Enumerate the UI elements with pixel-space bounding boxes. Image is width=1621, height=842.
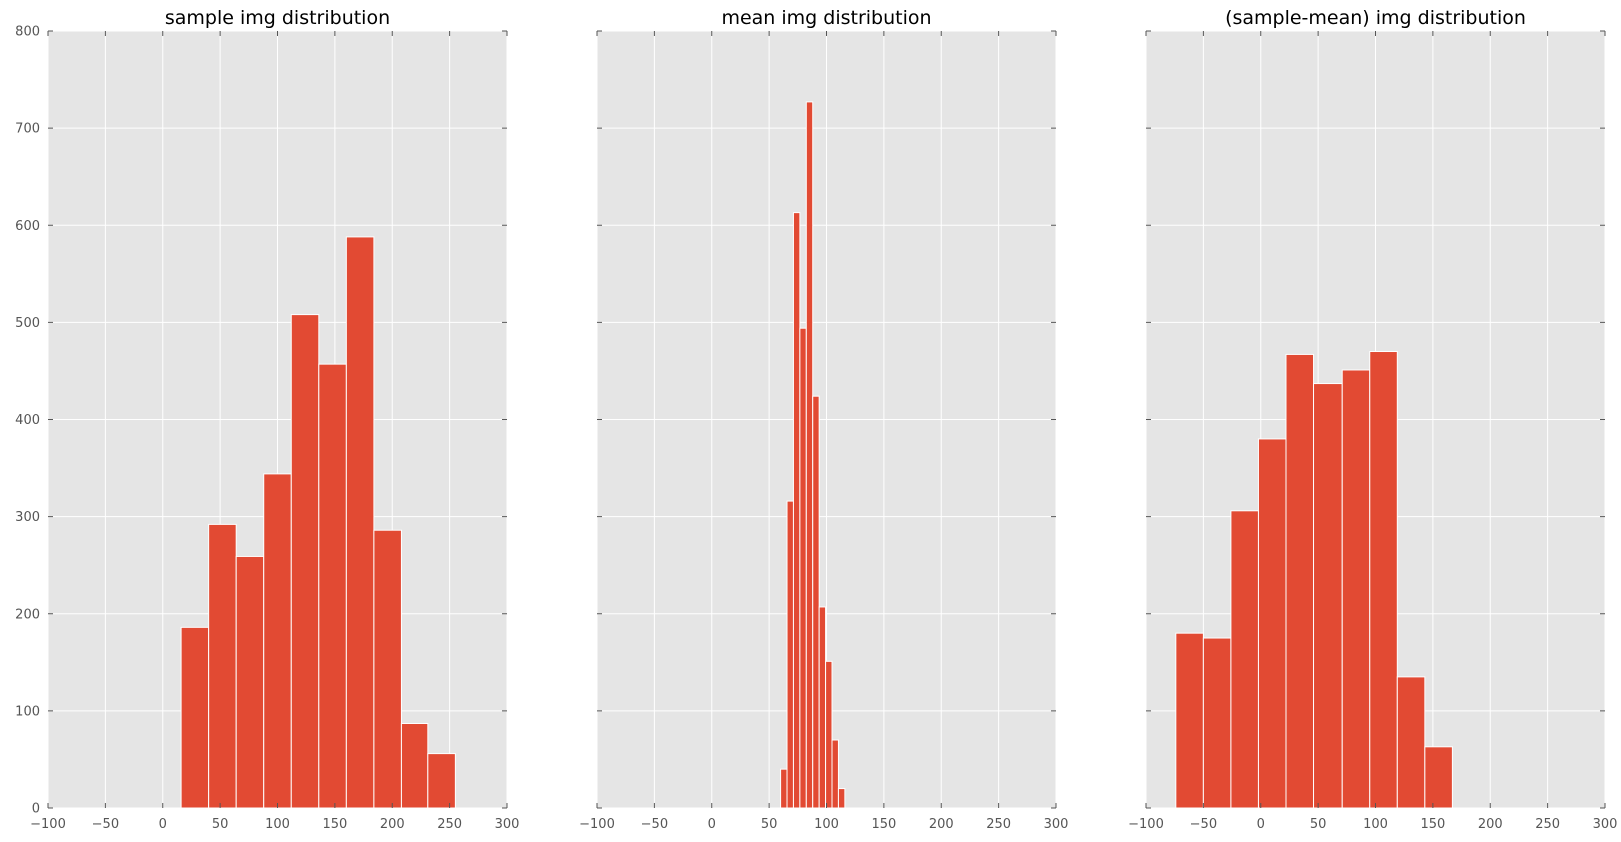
histogram-bar	[208, 523, 237, 809]
x-tick-label: 200	[380, 817, 405, 832]
histogram-bar	[1396, 676, 1426, 809]
histogram-bar	[400, 723, 429, 809]
histogram-bar	[290, 314, 320, 809]
x-tick-label: 50	[212, 817, 229, 832]
histogram-bar	[825, 660, 833, 809]
chart-panel-3: −100 −50 0 50 100 150 200 250 300 (sample-mean) i…	[1128, 7, 1617, 832]
y-tick-label: 400	[15, 413, 40, 428]
histogram-bar	[786, 500, 794, 809]
x-tick-label: 100	[1363, 817, 1388, 832]
y-tick-label: 500	[15, 316, 40, 331]
histogram-bar	[1257, 438, 1287, 809]
histogram-bar	[1230, 510, 1259, 809]
histogram-bar	[780, 768, 788, 809]
histogram-bar	[1424, 746, 1453, 809]
x-tick-label: −50	[641, 817, 668, 832]
x-tick-label: 50	[761, 817, 778, 832]
histogram-bar	[1341, 369, 1371, 809]
histogram-bar	[345, 236, 375, 809]
chart-title: sample img distribution	[165, 7, 390, 29]
y-tick-label: 600	[15, 219, 40, 234]
x-tick-label: 300	[495, 817, 520, 832]
chart-title: (sample-mean) img distribution	[1225, 7, 1526, 29]
histogram-bar	[792, 212, 801, 809]
histogram-bar	[818, 606, 827, 809]
x-tick-label: 300	[1593, 817, 1618, 832]
x-tick-label: 250	[986, 817, 1011, 832]
x-tick-label: 0	[159, 817, 167, 832]
x-tick-label: 0	[1257, 817, 1265, 832]
histogram-bar	[235, 555, 265, 809]
x-tick-label: 0	[708, 817, 716, 832]
histogram-bar	[180, 626, 210, 809]
y-tick-label: 200	[15, 607, 40, 622]
histogram-bar	[318, 363, 347, 809]
x-tick-label: 100	[814, 817, 839, 832]
histogram-bar	[427, 753, 456, 809]
histogram-bar	[799, 327, 807, 809]
x-tick-label: 50	[1310, 817, 1327, 832]
y-tick-label: 0	[32, 802, 40, 817]
histogram-bar	[812, 395, 820, 809]
x-tick-label: 150	[1420, 817, 1445, 832]
histogram-bar	[263, 473, 292, 809]
histogram-bar	[373, 529, 402, 809]
histogram-bar	[837, 788, 846, 809]
x-tick-label: 200	[1478, 817, 1503, 832]
histogram-bar	[1285, 353, 1315, 809]
x-tick-label: −50	[1190, 817, 1217, 832]
y-tick-label: 100	[15, 704, 40, 719]
x-tick-label: 100	[265, 817, 290, 832]
y-tick-label: 800	[15, 25, 40, 40]
histogram-bar	[805, 101, 814, 809]
x-tick-label: −100	[579, 817, 615, 832]
x-tick-label: 300	[1044, 817, 1069, 832]
chart-panel-1: −100 −50 0 50 100 150 200 250 300 0 100 200 300 400 50…	[15, 7, 519, 832]
chart-panel-2: −100 −50 0 50 100 150 200 250 300 mean img distri…	[579, 7, 1068, 832]
x-tick-label: −100	[30, 817, 66, 832]
y-tick-label: 700	[15, 122, 40, 137]
x-tick-label: 200	[929, 817, 954, 832]
y-tick-label: 300	[15, 510, 40, 525]
x-tick-label: −100	[1128, 817, 1164, 832]
histogram-bar	[1202, 637, 1232, 809]
histogram-bar	[831, 739, 839, 809]
x-tick-label: 250	[1535, 817, 1560, 832]
x-tick-label: 150	[871, 817, 896, 832]
histogram-bar	[1313, 383, 1343, 809]
histogram-bar	[1369, 351, 1398, 809]
x-tick-label: −50	[92, 817, 119, 832]
chart-title: mean img distribution	[721, 7, 931, 29]
histogram-bar	[1175, 632, 1204, 809]
x-tick-label: 150	[322, 817, 347, 832]
x-tick-label: 250	[437, 817, 462, 832]
